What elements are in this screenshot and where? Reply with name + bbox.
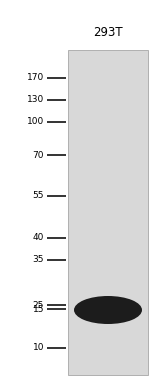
Text: 130: 130 (27, 96, 44, 104)
Text: 293T: 293T (93, 26, 123, 38)
Text: 170: 170 (27, 74, 44, 83)
Text: 15: 15 (33, 304, 44, 314)
Text: 35: 35 (33, 256, 44, 264)
Text: 40: 40 (33, 234, 44, 242)
Bar (68, 50, 148, 375)
Text: 100: 100 (27, 117, 44, 126)
Text: 70: 70 (33, 150, 44, 160)
Text: 10: 10 (33, 344, 44, 352)
Text: 25: 25 (33, 301, 44, 309)
Text: 55: 55 (33, 192, 44, 200)
Ellipse shape (74, 296, 142, 324)
